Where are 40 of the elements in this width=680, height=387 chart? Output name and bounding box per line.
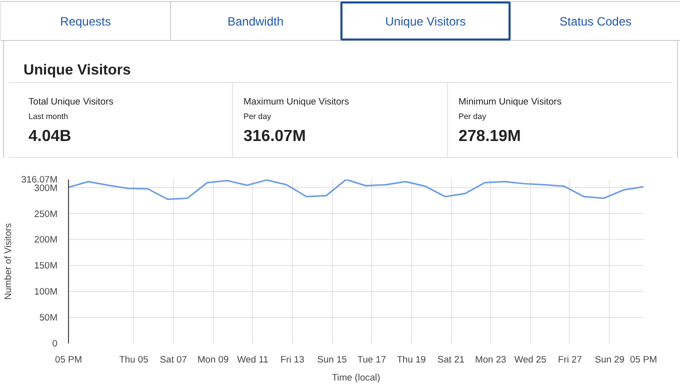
text: 278.19M [458, 128, 521, 145]
text: Maximum Unique Visitors [244, 96, 350, 106]
x-tick-label: Wed 25 [514, 354, 546, 364]
text: Status Codes [559, 14, 632, 28]
text: Per day [458, 112, 486, 121]
x-tick-label: Thu 05 [119, 354, 148, 364]
y-tick-label: 150M [34, 260, 58, 271]
text: Per day [244, 112, 272, 121]
text: 316.07M [244, 128, 306, 145]
y-tick-label: 300M [34, 182, 58, 193]
y-tick-label: 316.07M [21, 174, 58, 184]
text: Bandwidth [227, 14, 284, 28]
x-tick-label: 05 PM [55, 354, 82, 364]
x-tick-label: Sun 29 [594, 354, 624, 364]
x-tick-label: 05 PM [630, 354, 657, 364]
x-tick-label: Sat 21 [438, 354, 464, 364]
x-tick-label: Sat 07 [160, 354, 187, 364]
x-axis-title: Time (local) [332, 372, 380, 382]
text: Last month [28, 112, 68, 121]
text: Requests [60, 14, 111, 28]
text: Unique Visitors [24, 62, 131, 78]
x-tick-label: Fri 27 [558, 354, 582, 364]
x-tick-label: Mon 09 [198, 354, 229, 364]
y-tick-label: 100M [34, 286, 58, 297]
x-tick-label: Sun 15 [317, 354, 347, 364]
text: Unique Visitors [385, 14, 466, 28]
x-tick-label: Fri 13 [280, 354, 304, 364]
x-tick-label: Wed 11 [237, 354, 268, 364]
y-tick-label: 250M [34, 208, 58, 219]
y-tick-label: 50M [39, 312, 58, 323]
text: 4.04B [28, 128, 72, 145]
x-tick-label: Thu 19 [396, 354, 426, 364]
text: Total Unique Visitors [28, 96, 114, 106]
x-tick-label: Tue 17 [357, 354, 386, 364]
y-tick-label: 200M [34, 234, 58, 245]
y-tick-label: 0 [52, 338, 58, 348]
x-tick-label: Mon 23 [475, 354, 506, 364]
text: Minimum Unique Visitors [458, 96, 562, 106]
line-series [68, 180, 644, 200]
y-axis-title: Number of Visitors [3, 222, 14, 300]
